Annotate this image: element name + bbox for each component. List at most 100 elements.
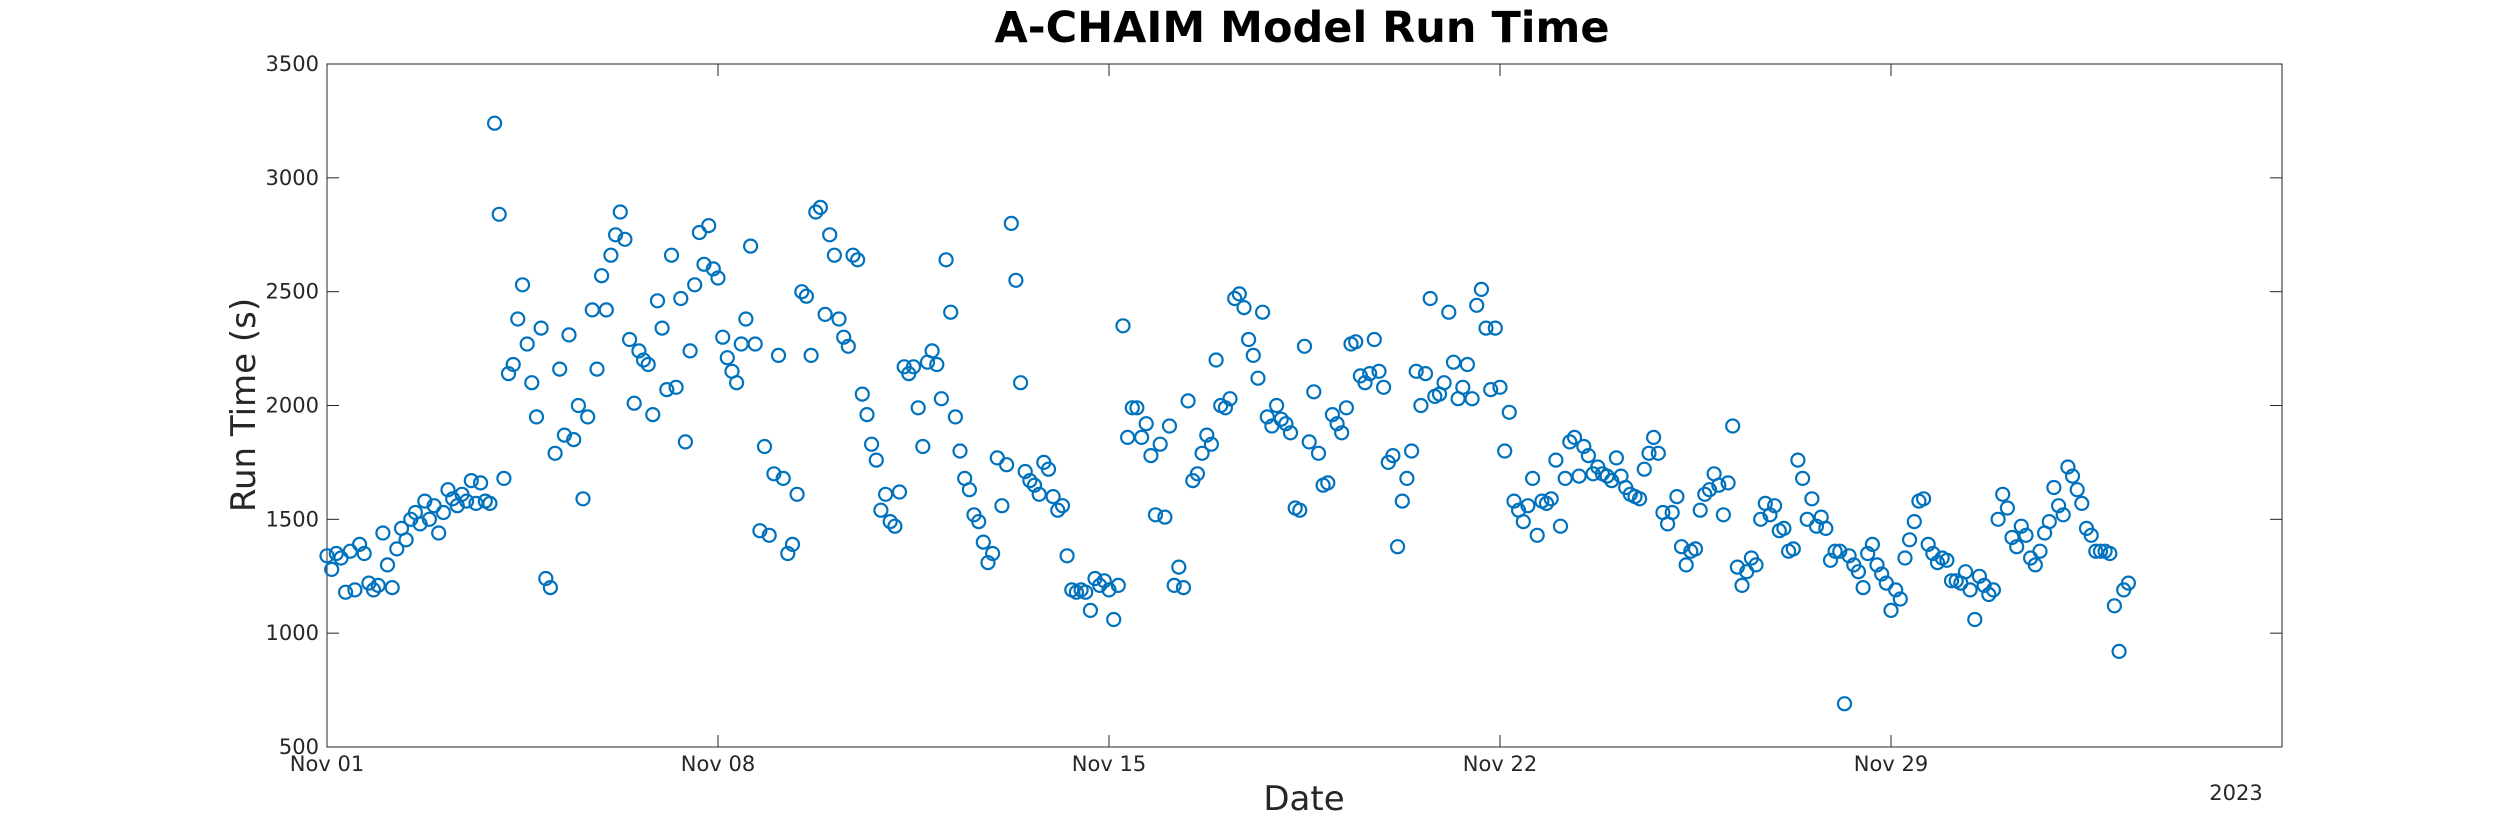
data-point: [547, 445, 563, 461]
data-point: [384, 579, 400, 596]
data-point: [640, 356, 656, 373]
y-tick-label: 1000: [266, 621, 319, 645]
x-axis-label: Date: [1263, 779, 1344, 819]
data-point: [1227, 290, 1243, 307]
data-point: [882, 513, 898, 530]
data-point: [1157, 509, 1173, 525]
data-point: [1441, 304, 1457, 320]
data-point: [994, 498, 1010, 514]
x-axis: Nov 01 Nov 08 Nov 15 Nov 22 Nov 29: [290, 64, 1928, 776]
data-point: [1645, 429, 1662, 445]
data-point: [1254, 304, 1271, 320]
data-point: [1403, 443, 1420, 459]
data-point: [673, 290, 689, 307]
data-point: [1664, 504, 1680, 521]
data-point: [1078, 584, 1094, 600]
data-point: [1389, 539, 1406, 555]
data-point: [2088, 543, 2104, 559]
data-point: [752, 523, 768, 539]
data-point: [849, 252, 866, 268]
data-point: [631, 343, 647, 359]
data-point: [1604, 473, 1620, 489]
data-point: [566, 432, 582, 448]
data-point: [626, 395, 642, 411]
plot-area: [326, 63, 2283, 748]
data-point: [905, 359, 922, 375]
data-point: [1143, 448, 1159, 464]
data-point: [491, 206, 507, 222]
data-point: [505, 356, 521, 373]
data-point: [1133, 429, 1150, 445]
data-point: [938, 252, 954, 268]
data-point: [1273, 411, 1289, 427]
data-point: [1678, 557, 1694, 573]
data-point: [1915, 491, 1932, 507]
data-point: [324, 561, 340, 578]
data-point: [412, 516, 428, 532]
data-point: [812, 199, 829, 215]
data-point: [1883, 602, 1899, 619]
data-point: [1971, 568, 1988, 584]
data-point: [1022, 473, 1038, 489]
data-point: [1697, 486, 1713, 502]
data-point: [1124, 400, 1140, 416]
data-point: [808, 204, 824, 220]
data-point: [1301, 434, 1317, 450]
data-point: [1422, 290, 1438, 307]
data-point: [840, 338, 856, 354]
data-point: [617, 231, 633, 247]
data-point: [1897, 550, 1913, 566]
data-point: [524, 375, 540, 391]
data-point: [1357, 375, 1373, 391]
data-point: [1529, 527, 1545, 543]
data-point: [328, 545, 344, 562]
data-point: [1483, 382, 1499, 398]
data-point: [379, 557, 396, 573]
data-point: [1790, 452, 1806, 468]
data-point: [1459, 356, 1476, 373]
data-point: [873, 502, 889, 518]
data-point: [766, 466, 782, 482]
data-point: [1231, 286, 1247, 302]
data-point: [463, 473, 479, 489]
data-point: [1608, 450, 1625, 466]
data-point: [1715, 507, 1732, 523]
data-point: [668, 379, 684, 395]
data-point: [822, 227, 838, 243]
data-point: [1408, 363, 1424, 379]
data-point: [1864, 536, 1881, 553]
data-point: [561, 327, 577, 343]
data-point: [924, 343, 940, 359]
y-tick-label: 2500: [266, 280, 319, 304]
data-point: [933, 391, 950, 407]
data-point: [1687, 541, 1704, 557]
data-point: [1096, 573, 1112, 589]
data-point: [761, 527, 777, 543]
data-point: [2074, 495, 2090, 511]
data-point: [1436, 375, 1452, 391]
data-point: [1729, 559, 1746, 575]
data-point: [1580, 448, 1597, 464]
data-point: [2013, 518, 2029, 534]
data-point: [1329, 416, 1345, 432]
data-point: [1417, 366, 1434, 382]
data-point: [1962, 582, 1978, 598]
data-point: [1217, 400, 1234, 416]
data-point: [1939, 552, 1955, 568]
data-point: [1296, 338, 1313, 354]
data-point: [1850, 564, 1867, 580]
data-point: [375, 525, 391, 541]
data-point: [1324, 407, 1341, 423]
data-point: [677, 434, 694, 450]
data-point: [836, 329, 852, 345]
data-point: [552, 361, 568, 377]
data-point: [1245, 347, 1261, 363]
data-point: [1129, 400, 1145, 416]
data-point: [1734, 577, 1750, 594]
data-point: [1362, 366, 1378, 382]
data-point: [984, 545, 1001, 562]
data-point: [1562, 434, 1578, 450]
x-tick-label: Nov 22: [1463, 752, 1537, 776]
data-point: [1338, 400, 1355, 416]
